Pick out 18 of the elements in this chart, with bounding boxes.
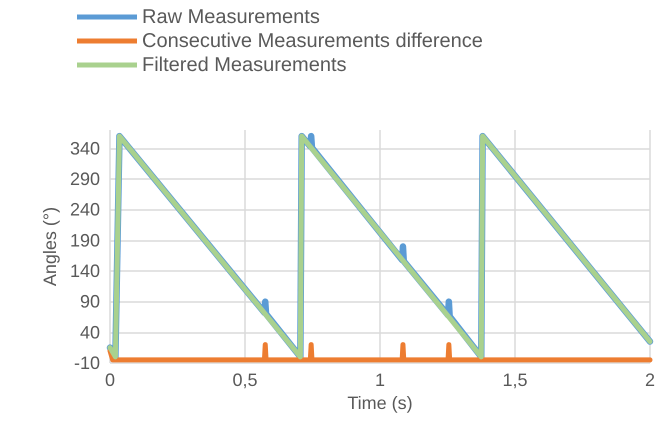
- x-tick-label: 1,5: [502, 370, 528, 390]
- x-tick-label: 0,5: [232, 370, 258, 390]
- y-tick-label: -10: [74, 353, 100, 373]
- y-tick-label: 140: [70, 261, 100, 282]
- legend-label: Consecutive Measurements difference: [142, 30, 483, 52]
- y-tick-label: 90: [80, 292, 100, 312]
- x-tick-label: 1: [374, 370, 386, 390]
- y-tick-label: 290: [70, 169, 100, 190]
- y-tick-label: 240: [70, 200, 100, 220]
- legend-label: Filtered Measurements: [142, 54, 347, 76]
- y-tick-label: 340: [70, 138, 100, 158]
- y-tick-label: 40: [80, 322, 100, 342]
- x-tick-label: 0: [104, 370, 116, 390]
- x-tick-label: 2: [644, 370, 656, 390]
- x-axis-title: Time (s): [347, 392, 413, 413]
- legend-label: Raw Measurements: [142, 6, 320, 28]
- y-axis-title: Angles (°): [40, 206, 60, 286]
- y-tick-label: 190: [70, 230, 100, 250]
